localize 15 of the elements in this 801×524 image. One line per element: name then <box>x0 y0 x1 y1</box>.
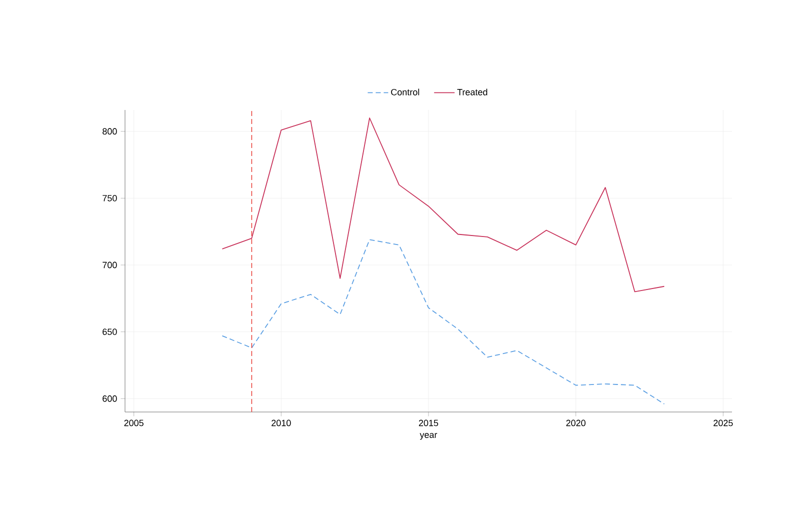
line-series <box>222 239 665 404</box>
legend-label: Control <box>391 88 420 96</box>
x-tick-label: 2020 <box>566 420 586 426</box>
x-tick-label: 2005 <box>124 420 144 426</box>
x-tick-label: 2025 <box>714 420 733 426</box>
legend-label: Treated <box>457 88 488 96</box>
y-tick-label: 600 <box>102 395 117 402</box>
y-tick-label: 800 <box>102 128 117 135</box>
y-tick-label: 700 <box>102 262 117 268</box>
line-series <box>222 118 665 292</box>
x-tick-label: 2010 <box>272 420 291 426</box>
x-axis-title: year <box>420 433 438 440</box>
y-tick-label: 650 <box>102 328 117 335</box>
y-tick-label: 750 <box>102 194 117 202</box>
x-tick-label: 2015 <box>418 420 438 426</box>
